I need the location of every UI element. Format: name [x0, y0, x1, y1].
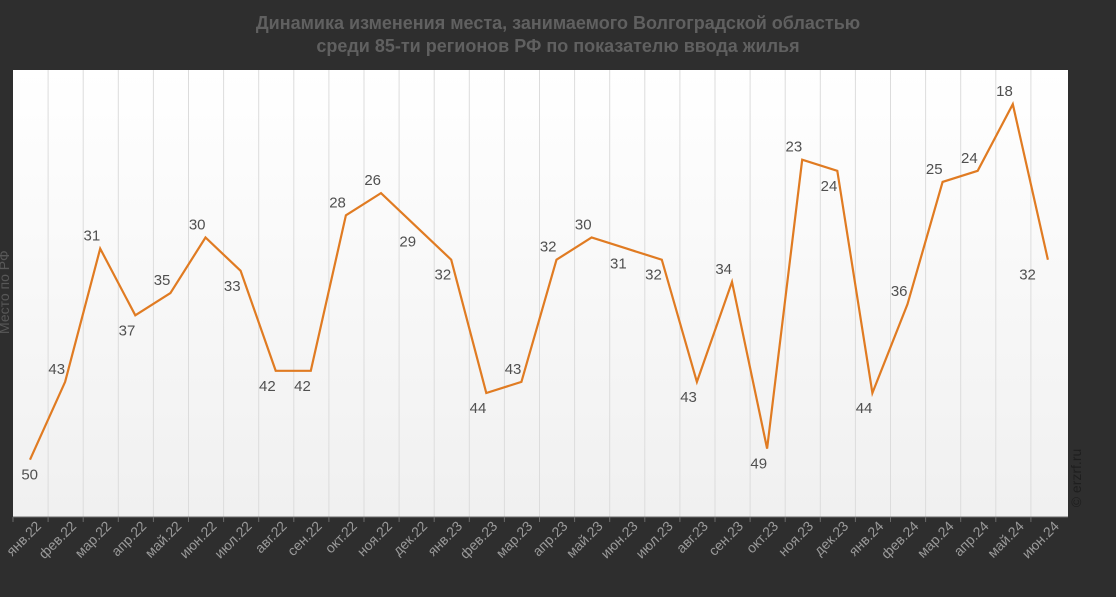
data-label: 24	[961, 150, 978, 167]
x-tick-label: июл.22	[211, 518, 255, 562]
data-label: 32	[1019, 267, 1036, 284]
x-tick-label: дек.22	[390, 518, 431, 559]
x-tick-label: май.23	[563, 518, 606, 561]
data-label: 36	[891, 283, 908, 300]
x-tick-label: июн.24	[1019, 518, 1063, 562]
series-line	[28, 101, 1049, 461]
data-label: 44	[856, 400, 873, 417]
data-label: 31	[84, 228, 101, 245]
data-label: 34	[715, 261, 732, 278]
x-tick-label: июн.22	[176, 518, 220, 562]
x-tick-label: апр.24	[950, 518, 992, 560]
data-label: 43	[505, 361, 522, 378]
x-axis	[12, 516, 1068, 522]
data-label: 42	[259, 378, 276, 395]
x-tick-label: апр.22	[108, 518, 150, 560]
data-label: 37	[119, 322, 136, 339]
data-label: 31	[610, 256, 627, 273]
data-label: 32	[645, 267, 662, 284]
data-label: 29	[399, 233, 416, 250]
data-label: 42	[294, 378, 311, 395]
series-line-path	[28, 101, 1049, 461]
x-tick-label: авг.23	[673, 518, 711, 556]
data-label: 32	[435, 267, 452, 284]
x-tick-label: фев.24	[878, 518, 922, 562]
data-labels: 50 43 31 37 35 30 33 42 42 28 26 29 32 44 43 32 30 31 32 43…	[21, 83, 1036, 484]
x-tick-label: авг.22	[252, 518, 290, 556]
data-label: 23	[786, 139, 803, 156]
data-label: 25	[926, 161, 943, 178]
data-label: 43	[48, 361, 65, 378]
data-label: 33	[224, 278, 241, 295]
data-label: 32	[540, 239, 557, 256]
data-label: 28	[329, 194, 346, 211]
watermark: © erzrf.ru	[1068, 448, 1084, 508]
x-tick-label: апр.23	[529, 518, 571, 560]
x-tick-label: ноя.22	[354, 518, 396, 560]
x-tick-label: сен.23	[705, 518, 746, 559]
x-tick-label: фев.22	[35, 518, 79, 562]
data-label: 30	[189, 217, 206, 234]
data-label: 35	[154, 272, 171, 289]
chart-title-line-2: среди 85-ти регионов РФ по показателю вв…	[316, 36, 800, 56]
x-tick-labels: янв.22фев.22мар.22апр.22май.22июн.22июл.…	[3, 518, 1062, 562]
x-tick-label: дек.23	[811, 518, 852, 559]
x-tick-label: мар.22	[71, 518, 114, 561]
data-label: 30	[575, 217, 592, 234]
x-tick-label: июн.23	[597, 518, 641, 562]
x-tick-label: ноя.23	[775, 518, 817, 560]
data-label: 26	[364, 172, 381, 189]
chart-title-line-1: Динамика изменения места, занимаемого Во…	[255, 13, 861, 33]
x-tick-label: май.22	[142, 518, 185, 561]
x-tick-label: фев.23	[456, 518, 500, 562]
data-label: 43	[680, 389, 697, 406]
data-label: 44	[470, 400, 487, 417]
x-tick-label: июл.23	[632, 518, 676, 562]
data-label: 50	[21, 467, 38, 484]
y-axis-label: Место по РФ	[0, 250, 12, 334]
data-label: 24	[821, 178, 838, 195]
x-tick-label: окт.23	[743, 518, 782, 557]
x-tick-label: окт.22	[322, 518, 361, 557]
x-tick-label: мар.23	[493, 518, 536, 561]
gridlines	[47, 70, 1032, 517]
data-label: 49	[750, 456, 767, 473]
x-tick-label: май.24	[984, 518, 1027, 561]
x-tick-label: мар.24	[914, 518, 957, 561]
chart-title: Динамика изменения места, занимаемого Во…	[0, 12, 1116, 58]
data-label: 18	[996, 83, 1013, 100]
x-tick-label: сен.22	[284, 518, 325, 559]
